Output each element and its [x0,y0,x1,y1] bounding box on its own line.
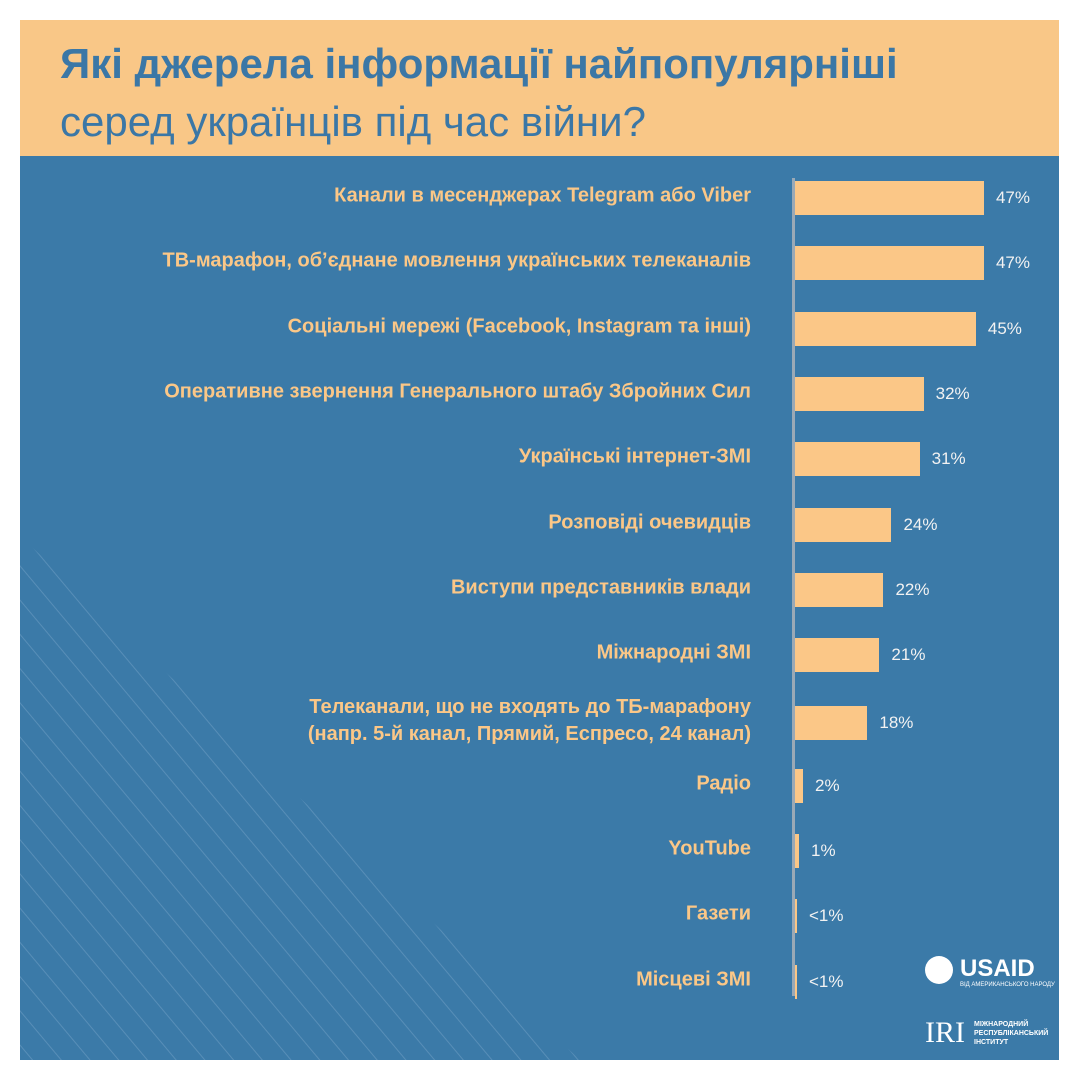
bar [795,572,884,607]
value-label: 18% [879,713,914,733]
iri-logo: IRI [925,1016,965,1049]
bar [795,442,920,477]
bar [795,507,892,542]
category-label: Українські інтернет-ЗМІ [518,445,751,468]
value-label: 2% [815,775,840,795]
bar [795,706,868,741]
bar [795,246,984,281]
value-label: 1% [811,841,836,860]
usaid-tagline: ВІД АМЕРИКАНСЬКОГО НАРОДУ [960,982,1055,988]
category-label: ТВ-марафон, об’єднане мовлення українськ… [162,249,751,272]
bar [795,834,800,868]
bar [795,768,804,803]
value-label: <1% [809,971,844,991]
bar [795,638,880,673]
value-label: 45% [987,318,1022,338]
value-label: 21% [891,645,926,665]
category-label: Розповіді очевидців [548,511,751,533]
hatching [20,536,580,1060]
value-label: 32% [935,383,970,403]
category-label: YouTube [668,837,751,860]
chart-area: USAID ВІД АМЕРИКАНСЬКОГО НАРОДУ IRI МІЖН… [20,156,1059,1060]
bar [795,376,924,411]
category-label: Телеканали, що не входять до ТБ-марафону… [307,696,751,746]
usaid-seal [925,956,953,984]
value-label: <1% [809,906,844,926]
category-label: Міжнародні ЗМІ [596,641,751,664]
value-label: 22% [895,579,930,599]
category-label: Газети [685,902,751,925]
category-label: Оперативне звернення Генерального штабу … [164,380,751,403]
value-label: 47% [995,188,1030,207]
category-label: Місцеві ЗМІ [636,968,751,991]
category-label: Виступи представників влади [450,576,751,599]
value-label: 47% [995,253,1030,273]
category-label: Соціальні мережі (Facebook, Instagram та… [287,315,751,338]
category-label: Радіо [696,772,751,795]
value-label: 24% [903,514,938,534]
category-label: Канали в месенджерах Telegram або Viber [334,184,751,207]
bar [795,899,797,934]
bar [795,181,984,215]
iri-name: МІЖНАРОДНИЙ РЕСПУБЛІКАНСЬКИЙ ІНСТИТУТ [974,1021,1049,1046]
chart-title: Які джерела інформації найпопулярніші [60,40,898,87]
bar [795,964,797,999]
chart-subtitle: серед українців під час війни? [60,98,646,145]
value-label: 31% [931,449,966,469]
header: Які джерела інформації найпопулярніші се… [20,20,1059,156]
usaid-logo: USAID [960,955,1035,982]
axis-line [792,178,795,996]
bar [795,311,976,346]
